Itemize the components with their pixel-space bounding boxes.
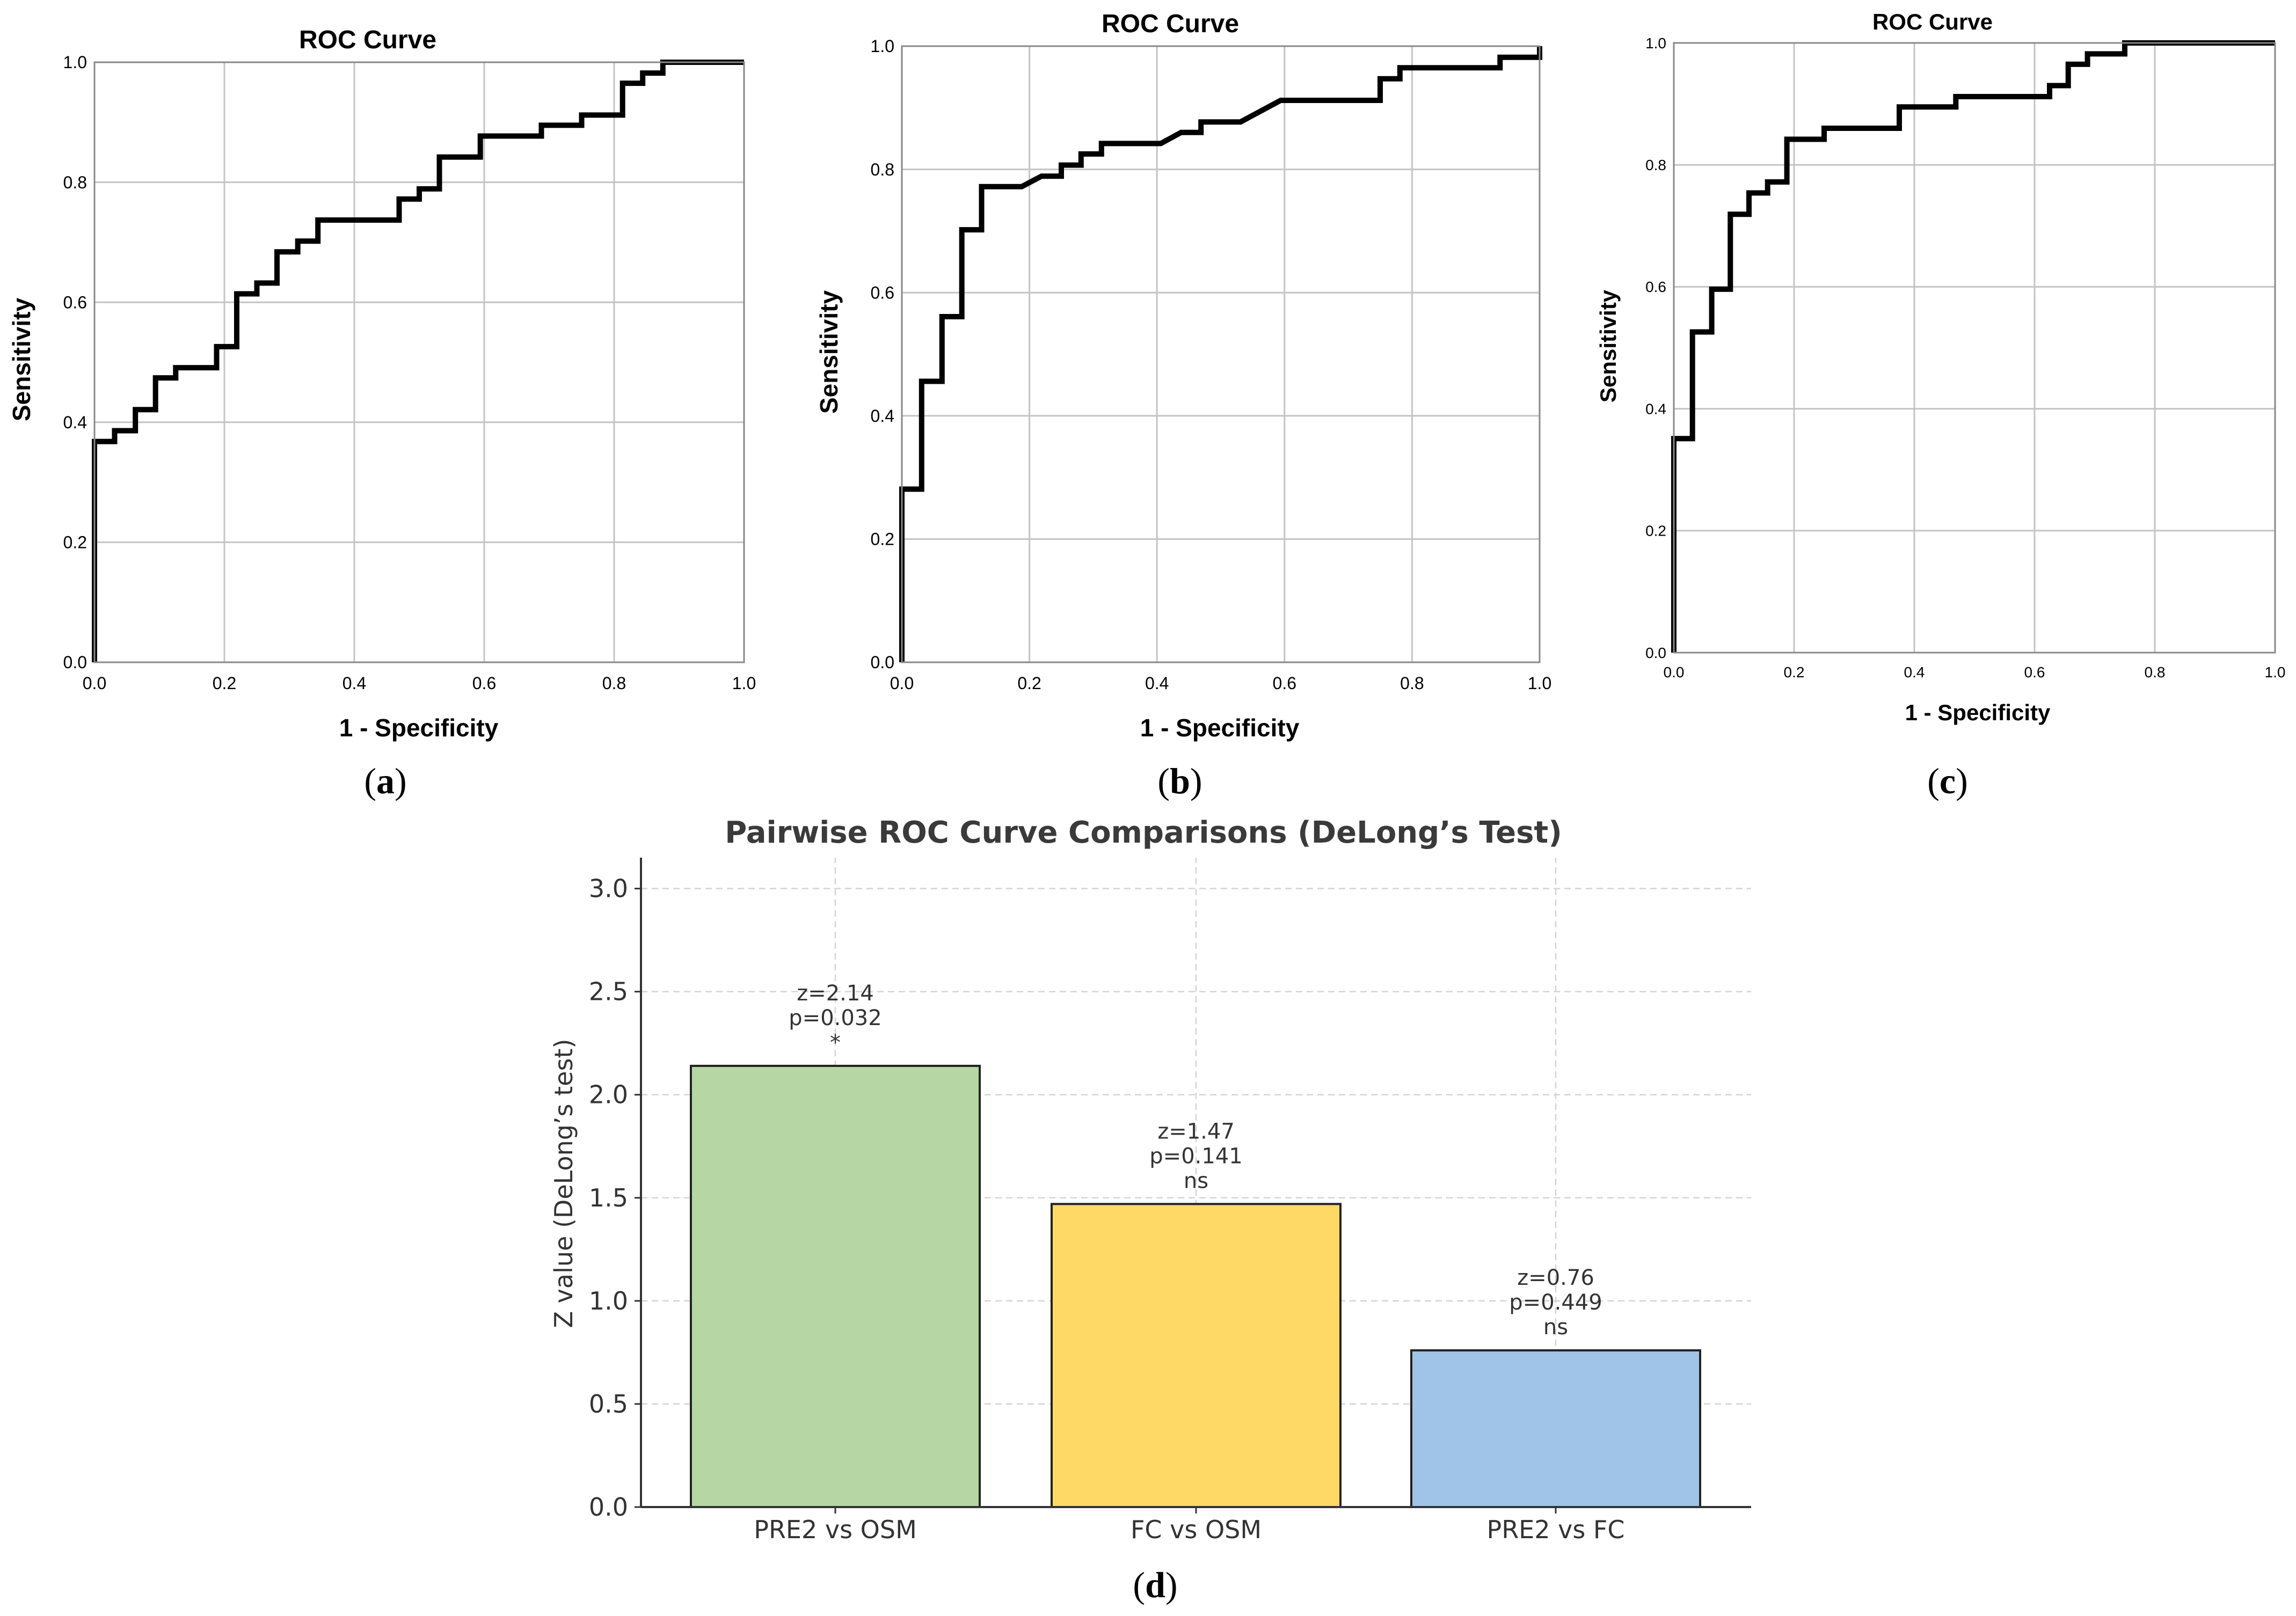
roc-curve-line [92, 60, 744, 662]
x-axis-label: 1 - Specificity [1905, 700, 2051, 725]
bar-annotation: p=0.141 [1149, 1144, 1242, 1168]
y-tick-label: 1.0 [871, 36, 894, 56]
bar [1051, 1203, 1342, 1508]
y-axis-label: Z value (DeLong’s test) [549, 1039, 578, 1328]
y-tick-label: 0.2 [871, 530, 894, 549]
panel-label: (d) [1133, 1564, 1177, 1605]
panel-letter: b [1170, 761, 1190, 801]
y-tick-label: 0.4 [63, 413, 87, 432]
roc-curve-line [899, 46, 1542, 662]
y-tick-label: 0.6 [871, 283, 894, 302]
bar-annotation: * [830, 1030, 841, 1055]
panel-label: (c) [1927, 761, 1968, 801]
panel-label: (a) [364, 761, 406, 801]
bar [1410, 1349, 1701, 1508]
bar-annotation: z=0.76 [1517, 1266, 1594, 1290]
panel-letter: c [1940, 761, 1956, 801]
chart-title: Pairwise ROC Curve Comparisons (DeLong’s… [725, 815, 1562, 850]
x-tick-label: 1.0 [1528, 674, 1551, 693]
bar-annotation: ns [1543, 1315, 1568, 1340]
x-axis-label: 1 - Specificity [1140, 714, 1300, 742]
y-tick-label: 0.6 [63, 293, 87, 312]
y-tick-label: 0.6 [1645, 279, 1666, 295]
panel-letter: d [1145, 1564, 1165, 1605]
x-tick-label: PRE2 vs OSM [754, 1515, 917, 1544]
bar-annotation: z=2.14 [797, 981, 874, 1006]
x-tick-label: 1.0 [2265, 664, 2286, 681]
plot-frame [1673, 42, 2276, 654]
x-tick-label: 0.2 [1784, 664, 1805, 681]
chart-title: ROC Curve [1872, 9, 1993, 34]
y-tick-label: 0.8 [1645, 157, 1666, 173]
y-tick-label: 1.0 [1645, 35, 1666, 52]
bar-annotation: ns [1184, 1168, 1208, 1193]
y-tick-label: 0.0 [1645, 645, 1666, 661]
y-axis-label: Sensitivity [815, 290, 843, 414]
x-tick-label: 0.0 [83, 674, 106, 693]
x-tick-label: 0.2 [213, 674, 236, 693]
roc-curve-line [1671, 40, 2275, 653]
y-tick-label: 0.5 [589, 1390, 628, 1418]
y-tick-label: 0.4 [1645, 400, 1666, 417]
y-tick-label: 0.0 [589, 1493, 628, 1522]
y-tick-label: 1.5 [589, 1183, 628, 1212]
plot-frame [93, 61, 745, 663]
y-tick-label: 0.8 [63, 173, 87, 192]
x-tick-label: 0.8 [602, 674, 626, 693]
y-axis-label: Sensitivity [8, 298, 35, 422]
x-tick-label: PRE2 vs FC [1486, 1515, 1624, 1544]
x-tick-label: 0.4 [1904, 664, 1925, 681]
x-tick-label: 0.4 [1145, 674, 1169, 693]
axes [640, 858, 1751, 1508]
y-tick-label: 1.0 [589, 1286, 628, 1315]
y-axis-label: Sensitivity [1595, 289, 1621, 403]
x-tick-label: 0.8 [1400, 674, 1424, 693]
x-tick-label: 0.6 [1273, 674, 1296, 693]
x-tick-label: 0.0 [1664, 664, 1685, 681]
y-tick-label: 0.8 [871, 160, 894, 179]
y-tick-label: 1.0 [63, 53, 87, 72]
x-tick-label: 0.2 [1017, 674, 1041, 693]
bar-annotation: p=0.449 [1509, 1290, 1602, 1315]
y-tick-label: 0.2 [63, 533, 87, 552]
x-tick-label: 0.6 [2024, 664, 2045, 681]
x-axis-label: 1 - Specificity [339, 714, 499, 742]
bar-annotation: p=0.032 [789, 1006, 881, 1030]
x-tick-label: 0.8 [2145, 664, 2166, 681]
bar [690, 1064, 981, 1508]
y-tick-label: 2.0 [589, 1080, 628, 1109]
x-tick-label: FC vs OSM [1131, 1515, 1262, 1544]
x-tick-label: 0.6 [472, 674, 496, 693]
y-tick-label: 0.2 [1645, 523, 1666, 539]
panel-label: (b) [1157, 761, 1202, 801]
chart-title: ROC Curve [299, 26, 436, 54]
y-tick-label: 0.4 [871, 406, 894, 426]
x-tick-label: 0.0 [890, 674, 914, 693]
chart-title: ROC Curve [1102, 10, 1239, 38]
bar-annotation: z=1.47 [1157, 1119, 1235, 1144]
y-tick-label: 2.5 [589, 977, 628, 1006]
y-tick-label: 0.0 [871, 653, 894, 672]
x-tick-label: 0.4 [342, 674, 366, 693]
plot-frame [901, 45, 1541, 663]
y-tick-label: 0.0 [63, 653, 87, 672]
y-tick-label: 3.0 [589, 874, 628, 903]
x-tick-label: 1.0 [732, 674, 756, 693]
panel-letter: a [376, 761, 395, 801]
